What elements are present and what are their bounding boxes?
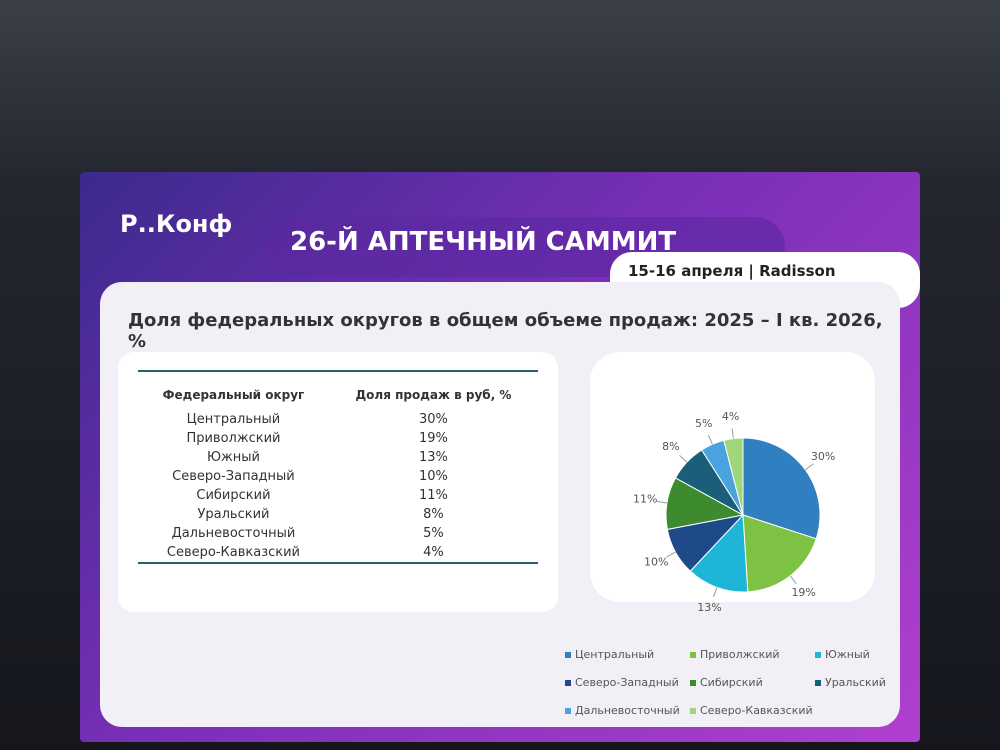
legend-swatch — [690, 652, 696, 658]
pie-slice — [742, 514, 817, 593]
table-cell: 10% — [419, 469, 448, 484]
table-row: Сибирский 11% — [138, 486, 538, 505]
leader-line — [656, 500, 668, 504]
leader-line — [731, 428, 734, 439]
pie-slice — [742, 437, 821, 540]
table-cell: 19% — [419, 431, 448, 446]
table-cell: Северо-Западный — [172, 469, 295, 484]
table-row: Приволжский 19% — [138, 429, 538, 448]
legend-label: Северо-Кавказский — [700, 704, 813, 717]
column-header: Федеральный округ — [162, 388, 305, 402]
table-row: Дальневосточный 5% — [138, 524, 538, 543]
table-cell: Сибирский — [196, 488, 271, 503]
leader-line — [666, 551, 676, 558]
table-cell: 4% — [328, 543, 538, 564]
legend-swatch — [565, 680, 571, 686]
table: Федеральный округ Доля продаж в руб, % Цен… — [138, 370, 538, 564]
data-label: 30% — [811, 450, 835, 463]
legend-swatch — [565, 708, 571, 714]
table-row: Уральский 8% — [138, 505, 538, 524]
table-row: Южный 13% — [138, 448, 538, 467]
table-cell: Северо-Кавказский — [138, 543, 329, 564]
table-cell: Южный — [206, 450, 260, 465]
leader-line — [805, 463, 814, 471]
table-cell: Центральный — [186, 412, 281, 427]
legend-label: Южный — [825, 648, 870, 661]
pie-slice — [689, 513, 749, 593]
table-cell: Дальневосточный — [171, 526, 296, 541]
slide-title: Доля федеральных округов в общем объеме … — [128, 310, 883, 352]
legend-label: Центральный — [575, 648, 654, 661]
table-cell: 13% — [419, 450, 448, 465]
legend-swatch — [565, 652, 571, 658]
legend-swatch — [815, 652, 821, 658]
content-panel: Доля федеральных округов в общем объеме … — [100, 282, 900, 727]
leader-line — [789, 575, 797, 585]
legend-label: Северо-Западный — [575, 676, 679, 689]
data-label: 5% — [695, 417, 712, 430]
data-label: 10% — [644, 556, 668, 569]
legend-label: Сибирский — [700, 676, 763, 689]
legend-swatch — [815, 680, 821, 686]
table-row: Центральный 30% — [138, 410, 538, 429]
table-card: Федеральный округ Доля продаж в руб, % Цен… — [118, 352, 558, 612]
event-title: 26-Й АПТЕЧНЫЙ САММИТ — [290, 227, 677, 257]
table-cell: Приволжский — [186, 431, 281, 446]
legend-label: Уральский — [825, 676, 886, 689]
data-label: 19% — [791, 586, 815, 599]
leader-line — [713, 587, 718, 598]
table-cell: 8% — [423, 507, 444, 522]
data-label: 8% — [662, 440, 679, 453]
legend-swatch — [690, 708, 696, 714]
table-cell: 11% — [419, 488, 448, 503]
table-row: Северо-Западный 10% — [138, 467, 538, 486]
table-cell: 5% — [423, 526, 444, 541]
column-header: Доля продаж в руб, % — [355, 388, 512, 402]
data-label: 4% — [722, 410, 739, 423]
table-cell: Уральский — [197, 507, 270, 522]
legend-label: Дальневосточный — [575, 704, 680, 717]
legend-swatch — [690, 680, 696, 686]
table-cell: 30% — [419, 412, 448, 427]
leader-line — [679, 455, 688, 463]
data-label: 13% — [697, 601, 721, 614]
legend-label: Приволжский — [700, 648, 780, 661]
data-label: 11% — [633, 493, 657, 506]
logo: Р..Конф — [120, 210, 233, 238]
table-row: Северо-Кавказский 4% — [138, 543, 538, 564]
leader-line — [707, 434, 713, 445]
